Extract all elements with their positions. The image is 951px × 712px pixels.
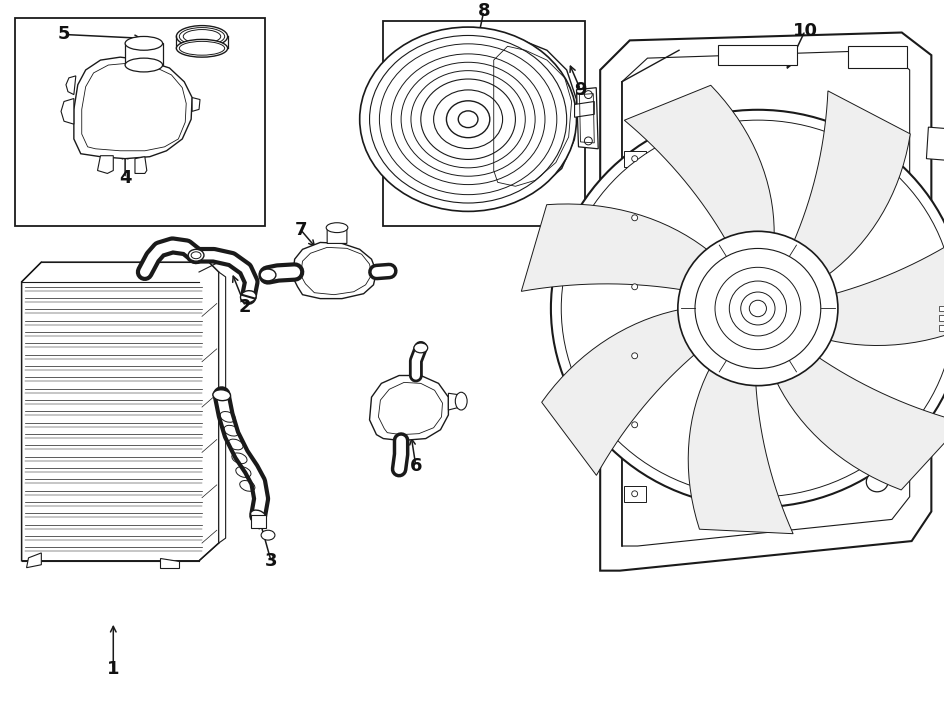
Ellipse shape xyxy=(695,248,821,369)
Ellipse shape xyxy=(391,54,545,184)
Polygon shape xyxy=(488,38,576,196)
Bar xyxy=(718,46,797,65)
Bar xyxy=(940,325,947,331)
Polygon shape xyxy=(135,157,146,174)
Bar xyxy=(624,151,646,167)
Ellipse shape xyxy=(551,110,951,507)
Polygon shape xyxy=(926,127,951,161)
Ellipse shape xyxy=(184,29,221,43)
Text: 2: 2 xyxy=(239,298,252,315)
Polygon shape xyxy=(625,85,774,258)
Ellipse shape xyxy=(241,290,256,303)
Bar xyxy=(126,43,163,65)
Ellipse shape xyxy=(379,44,557,194)
Polygon shape xyxy=(293,243,377,298)
Ellipse shape xyxy=(678,231,838,386)
Polygon shape xyxy=(521,204,724,293)
Ellipse shape xyxy=(631,422,637,428)
Polygon shape xyxy=(931,297,951,341)
Polygon shape xyxy=(600,33,931,570)
Text: 6: 6 xyxy=(410,457,422,475)
Ellipse shape xyxy=(420,79,515,159)
Ellipse shape xyxy=(188,249,204,261)
Ellipse shape xyxy=(631,353,637,359)
Polygon shape xyxy=(786,91,910,287)
Ellipse shape xyxy=(729,281,786,336)
Polygon shape xyxy=(768,345,951,490)
Polygon shape xyxy=(74,57,192,159)
Ellipse shape xyxy=(401,62,535,176)
Polygon shape xyxy=(27,553,41,567)
Ellipse shape xyxy=(414,343,428,353)
Ellipse shape xyxy=(585,90,592,98)
Ellipse shape xyxy=(180,41,224,55)
Ellipse shape xyxy=(191,252,201,258)
Polygon shape xyxy=(808,226,951,345)
Polygon shape xyxy=(160,557,180,567)
Text: 8: 8 xyxy=(477,2,490,20)
Ellipse shape xyxy=(261,269,276,281)
Polygon shape xyxy=(576,88,598,149)
Ellipse shape xyxy=(359,27,576,211)
Bar xyxy=(624,210,646,226)
Ellipse shape xyxy=(176,39,227,57)
Polygon shape xyxy=(66,76,76,95)
Ellipse shape xyxy=(250,510,265,520)
Ellipse shape xyxy=(326,223,348,233)
Ellipse shape xyxy=(262,530,275,540)
Polygon shape xyxy=(98,156,113,174)
Polygon shape xyxy=(192,98,200,111)
Ellipse shape xyxy=(631,156,637,162)
Ellipse shape xyxy=(561,120,951,497)
Ellipse shape xyxy=(456,392,467,410)
Ellipse shape xyxy=(176,26,227,47)
Polygon shape xyxy=(61,98,74,124)
Ellipse shape xyxy=(741,292,775,325)
Ellipse shape xyxy=(411,70,525,168)
Polygon shape xyxy=(219,272,225,543)
Bar xyxy=(847,46,906,68)
Text: 5: 5 xyxy=(58,26,70,43)
Text: 9: 9 xyxy=(574,80,587,99)
Ellipse shape xyxy=(585,137,592,145)
Ellipse shape xyxy=(631,284,637,290)
Bar xyxy=(940,315,947,321)
Text: 7: 7 xyxy=(294,221,307,239)
Ellipse shape xyxy=(126,58,163,72)
Ellipse shape xyxy=(866,472,888,492)
Polygon shape xyxy=(689,350,793,534)
Bar xyxy=(624,279,646,295)
Ellipse shape xyxy=(370,36,567,203)
Bar xyxy=(624,348,646,364)
Ellipse shape xyxy=(213,389,230,401)
Polygon shape xyxy=(574,102,594,117)
Polygon shape xyxy=(448,393,462,410)
Ellipse shape xyxy=(715,267,801,350)
Text: 4: 4 xyxy=(119,169,131,187)
Polygon shape xyxy=(327,228,347,244)
Polygon shape xyxy=(542,306,711,476)
Polygon shape xyxy=(22,262,219,561)
Text: 1: 1 xyxy=(107,660,120,679)
Bar xyxy=(940,305,947,311)
Ellipse shape xyxy=(631,491,637,497)
Text: 3: 3 xyxy=(264,552,278,570)
Polygon shape xyxy=(251,515,266,528)
Bar xyxy=(624,486,646,502)
Polygon shape xyxy=(370,375,448,441)
Bar xyxy=(624,417,646,433)
Bar xyxy=(14,18,265,226)
Ellipse shape xyxy=(749,300,767,317)
Ellipse shape xyxy=(458,111,478,127)
Ellipse shape xyxy=(434,90,503,149)
Ellipse shape xyxy=(631,215,637,221)
Ellipse shape xyxy=(180,28,224,46)
Ellipse shape xyxy=(446,101,490,137)
Ellipse shape xyxy=(126,36,163,51)
Text: 10: 10 xyxy=(793,21,818,40)
Bar xyxy=(383,21,586,226)
